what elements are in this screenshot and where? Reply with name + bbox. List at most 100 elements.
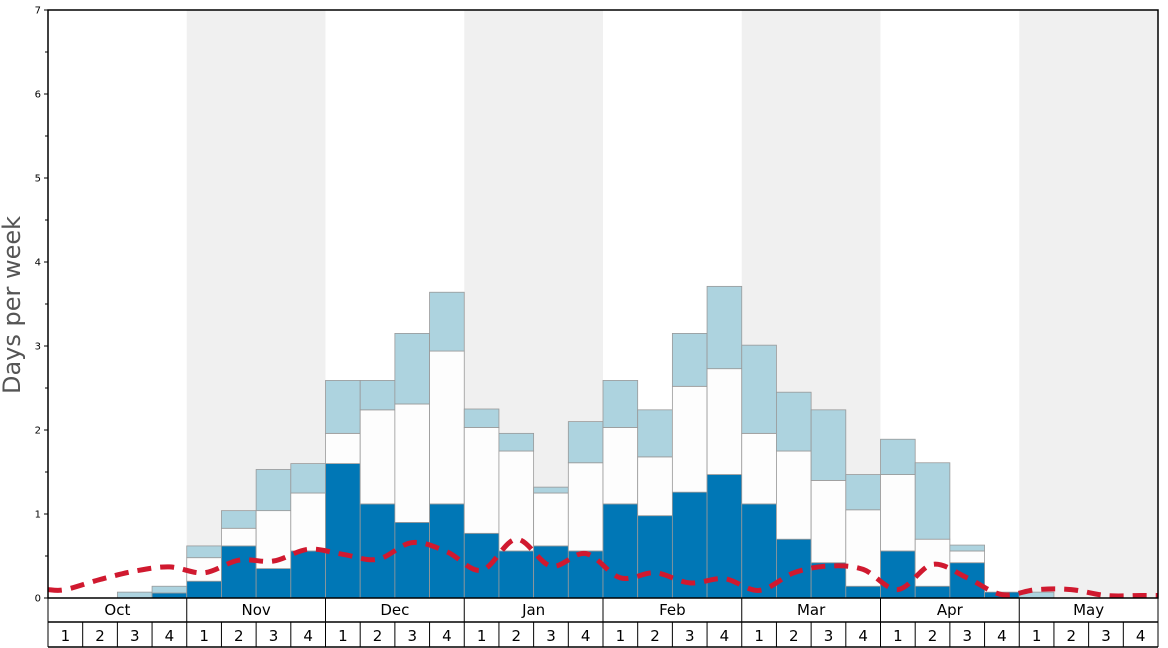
bar-segment [463, 408, 500, 428]
month-label: May [1073, 601, 1104, 619]
month-label: Feb [659, 601, 686, 619]
month-label: Dec [380, 601, 409, 619]
plot-frame [47, 9, 1159, 599]
bar-segment [221, 527, 257, 547]
bar-segment [325, 463, 361, 599]
month-label: Jan [521, 601, 545, 619]
y-tick-label: 7 [35, 6, 41, 17]
week-label: 1 [477, 627, 487, 645]
bar-segment [255, 568, 292, 599]
week-label: 2 [1067, 627, 1077, 645]
bar-segment [325, 380, 361, 434]
bar-segment [776, 450, 812, 540]
bar-segment [498, 432, 535, 452]
bar-segment [429, 291, 465, 352]
bar-segment [151, 585, 188, 594]
bar-segment [533, 492, 569, 547]
week-label: 4 [858, 627, 868, 645]
bar-segment [533, 486, 569, 494]
bar-segment [463, 427, 500, 534]
bar-segment [498, 450, 535, 552]
bar-segment [845, 509, 881, 587]
week-label: 4 [165, 627, 175, 645]
week-label: 2 [928, 627, 938, 645]
week-label: 4 [303, 627, 313, 645]
bar-segment [359, 503, 396, 599]
week-label: 4 [1136, 627, 1146, 645]
bar-segment [741, 503, 777, 599]
bar-segment [394, 332, 430, 405]
y-axis: 0 1 2 3 4 5 6 7 [35, 6, 48, 605]
bar-segment [186, 545, 222, 559]
bar-segment [221, 510, 257, 529]
week-label: 3 [1101, 627, 1111, 645]
bar-segment [671, 385, 708, 493]
bar-segment [290, 463, 326, 494]
month-label: Oct [104, 601, 130, 619]
month-label: Nov [241, 601, 270, 619]
week-label: 1 [199, 627, 209, 645]
bar-segment [637, 409, 673, 458]
month-label: Mar [797, 601, 826, 619]
y-tick-label: 6 [35, 90, 41, 101]
bar-segment [394, 522, 430, 599]
bar-segment [810, 479, 847, 564]
bar-segment [359, 409, 396, 505]
bar-segment [498, 550, 535, 599]
week-label: 3 [962, 627, 972, 645]
week-label: 3 [546, 627, 556, 645]
week-label: 1 [616, 627, 626, 645]
bar-segment [914, 538, 951, 587]
bar-segment [533, 545, 569, 599]
average-line [47, 536, 1158, 599]
bar-segment [290, 492, 326, 552]
bar-segment [290, 550, 326, 599]
bar-segment [567, 550, 604, 599]
bar-segment [914, 585, 951, 599]
bar-segment [776, 538, 812, 599]
week-label: 2 [95, 627, 105, 645]
bar-segment [949, 550, 985, 564]
week-label: 1 [338, 627, 348, 645]
bar-segment [810, 409, 847, 481]
bar-segment [394, 403, 430, 523]
y-tick-label: 0 [35, 594, 41, 605]
y-tick-label: 5 [35, 174, 41, 185]
bar-segment [429, 503, 465, 599]
week-label: 2 [512, 627, 522, 645]
week-label: 2 [650, 627, 660, 645]
bar-segment [914, 462, 951, 540]
week-label: 3 [407, 627, 417, 645]
week-label: 3 [824, 627, 834, 645]
week-label: 3 [685, 627, 695, 645]
week-label: 3 [130, 627, 140, 645]
week-label: 4 [997, 627, 1007, 645]
bar-segment [429, 350, 465, 505]
bar-segment [602, 427, 639, 505]
bar-segment [186, 580, 222, 599]
week-label: 2 [234, 627, 244, 645]
week-label: 4 [720, 627, 730, 645]
bar-segment [116, 591, 153, 599]
bar-segment [845, 474, 881, 511]
week-label: 2 [373, 627, 383, 645]
week-label: 3 [269, 627, 279, 645]
bar-segment [949, 562, 985, 599]
bar-segment [776, 391, 812, 452]
week-label: 4 [442, 627, 452, 645]
bar-segment [637, 456, 673, 517]
week-label: 1 [893, 627, 903, 645]
bar-segment [567, 462, 604, 552]
y-axis-label: Days per week [0, 216, 26, 394]
bar-segment [637, 515, 673, 599]
bar-segment [880, 474, 916, 552]
week-label: 1 [61, 627, 71, 645]
plot-border [47, 9, 1159, 599]
bar-segment [359, 380, 396, 411]
bar-segment [741, 432, 777, 505]
month-shade-may [1019, 10, 1158, 598]
bar-segment [221, 545, 257, 599]
bar-segment [845, 585, 881, 599]
bar-segment [325, 432, 361, 464]
month-label: Apr [937, 601, 964, 619]
